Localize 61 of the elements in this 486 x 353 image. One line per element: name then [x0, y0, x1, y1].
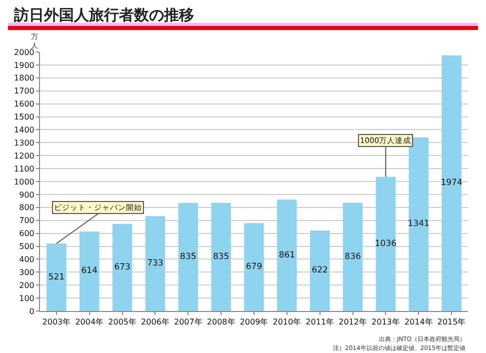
x-tick-label: 2006年 [141, 318, 170, 327]
x-tick-label: 2008年 [206, 318, 236, 327]
bar [46, 244, 66, 311]
x-tick-label: 2004年 [75, 318, 104, 327]
x-tick-label: 2007年 [174, 318, 202, 327]
y-tick-label: 2000 [14, 48, 34, 57]
y-tick-label: 1300 [14, 138, 34, 148]
y-tick-label: 1800 [14, 74, 34, 83]
y-tick-label: 600 [19, 229, 34, 238]
y-tick-label: 0 [29, 306, 34, 316]
bar [376, 176, 396, 311]
bar [80, 231, 100, 311]
data-label: 1036 [374, 238, 397, 249]
data-label: 836 [344, 252, 361, 262]
y-tick-label: 1500 [14, 112, 34, 122]
bar [211, 202, 231, 311]
data-label: 622 [312, 266, 328, 276]
data-label: 835 [212, 252, 230, 262]
chart-title: 訪日外国人旅行者数の推移 [14, 6, 194, 25]
bar [310, 230, 330, 311]
x-tick-label: 2013年 [372, 318, 400, 327]
y-tick-label: 1100 [14, 164, 34, 174]
data-label: 679 [246, 262, 262, 272]
bar [277, 200, 297, 311]
y-tick-label: 200 [19, 280, 34, 290]
bar [178, 202, 198, 311]
y-tick-label: 800 [19, 203, 34, 212]
data-label: 1974 [440, 178, 462, 188]
y-tick-label: 700 [19, 216, 34, 226]
y-tick-label: 1900 [14, 60, 34, 70]
y-tick-label: 900 [19, 190, 34, 200]
data-label: 1341 [408, 219, 430, 230]
x-tick-label: 2005年 [108, 318, 136, 327]
data-label: 733 [147, 258, 164, 269]
y-tick-label: 1700 [14, 86, 34, 96]
y-tick-label: 100 [19, 294, 34, 303]
data-label: 521 [48, 272, 65, 282]
y-tick-label: 500 [19, 242, 34, 252]
y-tick-label: 1600 [14, 100, 34, 109]
bar [112, 224, 132, 311]
x-tick-label: 2012年 [338, 318, 367, 327]
bar [342, 202, 363, 311]
x-tick-label: 2014年 [404, 318, 433, 327]
y-tick-label: 1400 [14, 126, 34, 134]
data-label: 673 [114, 262, 130, 272]
bar [442, 55, 462, 311]
y-tick-label: 300 [19, 268, 34, 277]
y-tick-label: 1000 [14, 177, 34, 186]
x-tick-label: 2011年 [306, 318, 334, 327]
y-tick-label: 1200 [14, 151, 34, 160]
data-label: 835 [180, 252, 196, 262]
bar [145, 216, 166, 311]
x-tick-label: 2015年 [437, 318, 466, 327]
data-label: 861 [278, 250, 296, 260]
data-label: 614 [81, 266, 98, 276]
x-tick-label: 2010年 [272, 318, 302, 327]
x-tick-label: 2009年 [240, 318, 268, 327]
bar [244, 223, 264, 311]
bar [408, 137, 428, 311]
x-tick-label: 2003年 [42, 318, 71, 327]
y-tick-label: 400 [19, 255, 34, 264]
